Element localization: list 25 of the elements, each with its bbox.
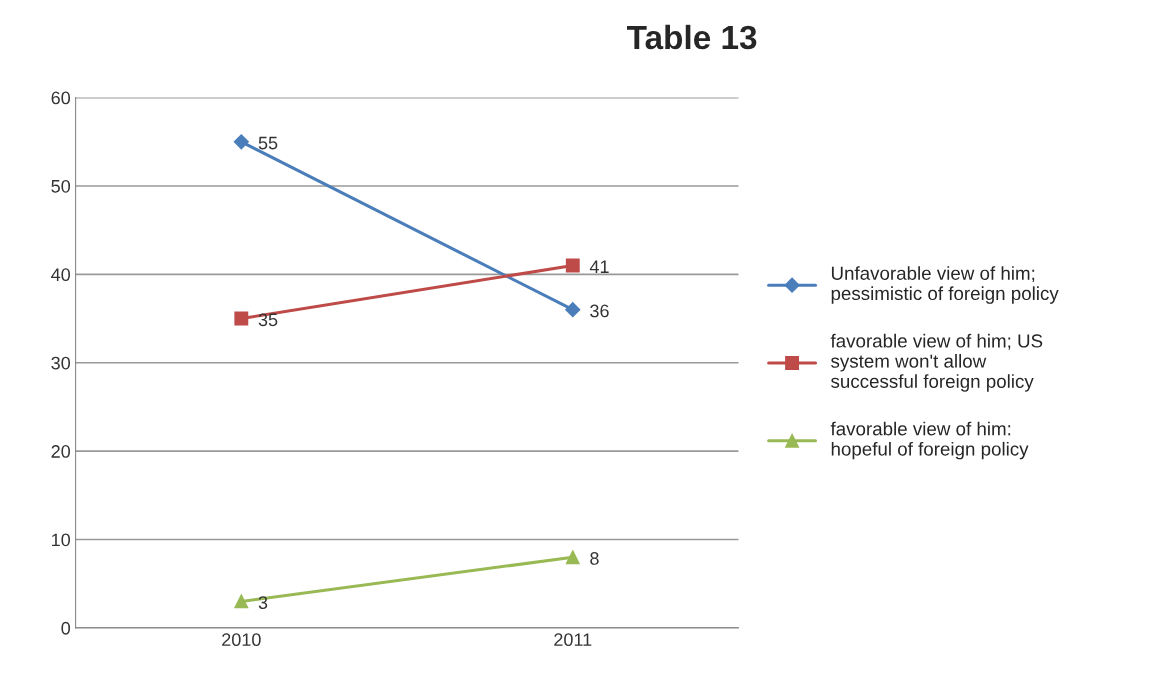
point: [565, 258, 580, 273]
data-label: 55: [258, 136, 278, 150]
y-tick-label: 50: [51, 179, 71, 193]
y-tick-label: 40: [51, 268, 71, 282]
data-label: 35: [258, 313, 278, 327]
legend-label: favorable view of him: hopeful of foreign policy: [830, 421, 1029, 460]
x-tick-label: 2010: [222, 633, 261, 647]
point: [234, 594, 249, 609]
point: [565, 302, 581, 318]
legend-label: Unfavorable view of him; pessimistic of foreign policy: [831, 266, 1059, 304]
y-tick-label: 30: [51, 356, 71, 370]
data-label: 3: [258, 596, 268, 610]
y-tick-label: 10: [52, 533, 71, 547]
data-label: 41: [589, 260, 609, 273]
point: [565, 550, 580, 565]
y-tick-label: 20: [51, 445, 71, 458]
point: [233, 134, 249, 150]
data-label: 36: [590, 304, 609, 318]
chart-title: Table 13: [627, 24, 757, 50]
x-tick-label: 2011: [554, 633, 592, 647]
y-tick-label: 0: [61, 621, 71, 635]
y-tick-label: 60: [51, 91, 71, 105]
data-label: 8: [590, 552, 599, 565]
legend-label: favorable view of him; US system won't allow successful foreign policy: [830, 333, 1043, 392]
point: [234, 311, 249, 326]
